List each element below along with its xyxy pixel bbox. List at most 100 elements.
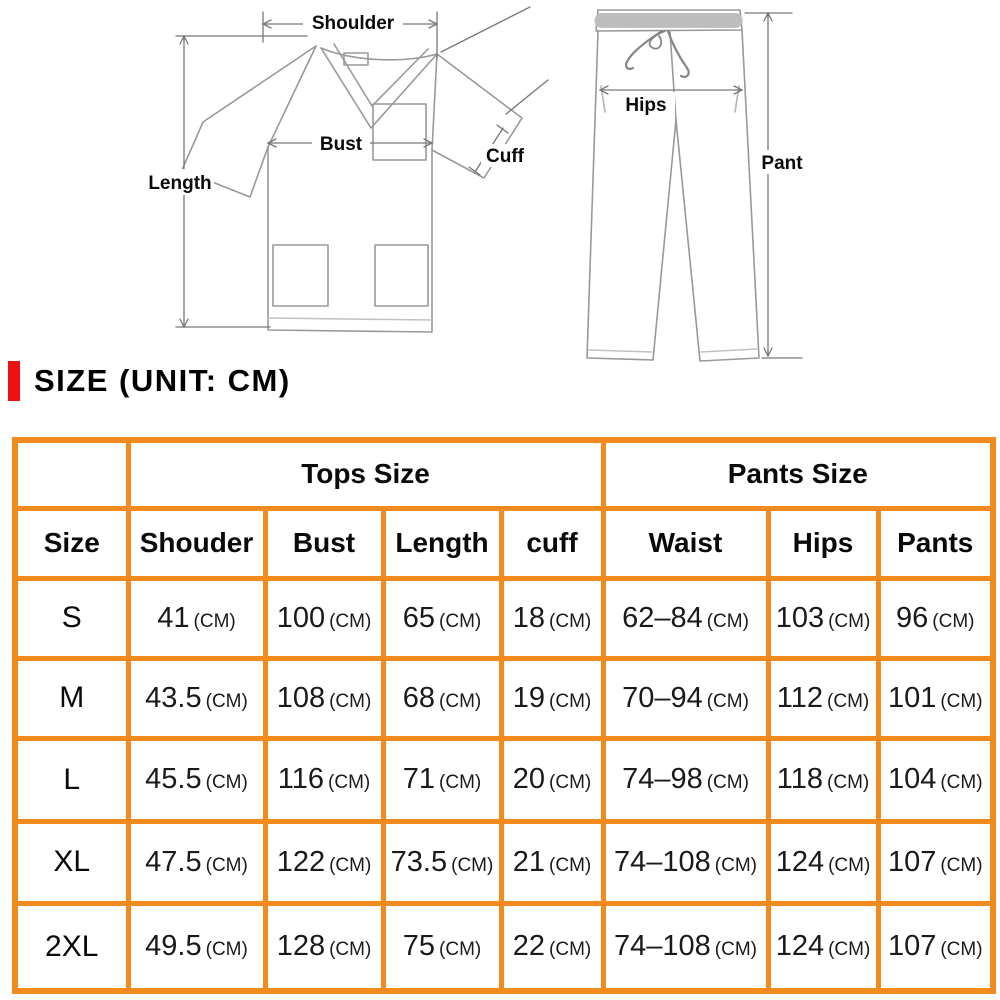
table-row-xl: XL 47.5 (CM) 122 (CM) 73.5 (CM) 21 (CM) 74–108 (CM… [12, 818, 996, 906]
size-cell: L [12, 735, 131, 824]
measurement-unit: (CM) [328, 772, 371, 793]
measurement-value: 103 [775, 601, 825, 634]
measurement-cell: 20 (CM) [498, 735, 606, 824]
measurement-unit: (CM) [451, 854, 494, 876]
measurement-unit: (CM) [549, 772, 592, 793]
measurement-cell: 18 (CM) [498, 575, 606, 661]
measurement-unit: (CM) [828, 610, 871, 632]
measurement-value: 124 [775, 845, 825, 878]
measurement-cell: 107 (CM) [875, 900, 996, 994]
cuff-label: Cuff [486, 146, 525, 167]
measurement-unit: (CM) [932, 610, 975, 632]
measurement-value: 41 [157, 601, 190, 634]
measurement-unit: (CM) [439, 610, 482, 632]
measurement-value: 43.5 [145, 681, 202, 714]
measurement-unit: (CM) [549, 939, 592, 961]
measurement-value: 21 [512, 845, 546, 878]
measurement-value: 128 [276, 930, 326, 963]
size-cell: S [12, 575, 131, 661]
measurement-unit: (CM) [439, 690, 482, 712]
left-bottom-pocket [272, 244, 329, 307]
diagram-labels: Shoulder Bust Length Cuff Hips Pant [146, 11, 807, 195]
measurement-value: 74–108 [614, 930, 711, 963]
measurement-unit: (CM) [706, 690, 749, 712]
right-leg [675, 29, 760, 362]
scrub-top-drawing [181, 43, 523, 333]
column-header-hips: Hips [765, 505, 881, 581]
measurement-unit: (CM) [205, 939, 248, 961]
measurement-unit: (CM) [549, 690, 592, 712]
measurement-value: 96 [896, 601, 929, 634]
size-cell: M [12, 655, 131, 741]
measurement-cell: 108 (CM) [262, 655, 386, 741]
measurement-unit: (CM) [828, 854, 871, 876]
measurement-value: 104 [887, 763, 937, 795]
table-row-2xl: 2XL 49.5 (CM) 128 (CM) 75 (CM) 22 (CM) 74–108 (CM)… [12, 900, 996, 994]
measurement-value: 62–84 [622, 601, 703, 634]
measurement-cell: 65 (CM) [380, 575, 504, 661]
size-cell: 2XL [12, 900, 131, 994]
column-header-shouder: Shouder [125, 505, 268, 581]
measurement-value: 118 [776, 763, 824, 795]
measurement-unit: (CM) [828, 939, 871, 961]
measurement-cell: 41 (CM) [125, 575, 268, 661]
drawstring [625, 29, 690, 78]
measurement-unit: (CM) [439, 772, 482, 793]
measurement-cell: 107 (CM) [875, 818, 996, 906]
pant-label: Pant [761, 153, 803, 174]
measurement-cell: 74–108 (CM) [600, 818, 771, 906]
measurement-cell: 70–94 (CM) [600, 655, 771, 741]
measurement-cell: 104 (CM) [875, 735, 996, 824]
measurement-value: 75 [402, 930, 436, 963]
measurement-unit: (CM) [714, 939, 757, 961]
column-header-cuff: cuff [498, 505, 606, 581]
measurement-value: 107 [887, 845, 937, 878]
measurement-unit: (CM) [827, 690, 870, 712]
measurement-value: 20 [512, 763, 546, 795]
measurement-cell: 49.5 (CM) [125, 900, 268, 994]
measurement-value: 47.5 [145, 845, 202, 878]
measurement-cell: 124 (CM) [765, 900, 881, 994]
measurement-cell: 124 (CM) [765, 818, 881, 906]
measurement-value: 116 [277, 763, 325, 795]
measurement-value: 112 [776, 681, 824, 714]
measurement-unit: (CM) [329, 854, 372, 876]
measurement-cell: 19 (CM) [498, 655, 606, 741]
column-header-waist: Waist [600, 505, 771, 581]
measurement-cell: 71 (CM) [380, 735, 504, 824]
measurement-value: 65 [402, 601, 436, 634]
measurement-unit: (CM) [193, 610, 236, 632]
measurement-cell: 118 (CM) [765, 735, 881, 824]
dimension-lines [175, 6, 803, 359]
measurement-cell: 128 (CM) [262, 900, 386, 994]
measurement-cell: 96 (CM) [875, 575, 996, 661]
measurement-value: 101 [887, 681, 937, 714]
measurement-cell: 43.5 (CM) [125, 655, 268, 741]
column-header-length: Length [380, 505, 504, 581]
length-label: Length [148, 173, 211, 194]
measurement-value: 74–108 [614, 845, 711, 878]
size-table: Tops Size Pants Size Size Shouder Bust Leng… [12, 437, 997, 994]
measurement-value: 68 [402, 681, 436, 714]
measurement-cell: 62–84 (CM) [600, 575, 771, 661]
measurement-unit: (CM) [439, 939, 482, 961]
hips-label: Hips [625, 95, 666, 116]
measurement-cell: 73.5 (CM) [380, 818, 504, 906]
measurement-cell: 74–108 (CM) [600, 900, 771, 994]
v-neck-outline [320, 47, 438, 129]
measurement-value: 122 [276, 845, 326, 878]
table-row-s: S 41 (CM) 100 (CM) 65 (CM) 18 (CM) 62–84 (CM) 103 (C… [12, 575, 996, 661]
measurement-value: 49.5 [145, 930, 202, 963]
measurement-value: 107 [887, 930, 937, 963]
measurement-unit: (CM) [940, 690, 983, 712]
measurement-unit: (CM) [329, 610, 372, 632]
measurement-cell: 21 (CM) [498, 818, 606, 906]
section-heading: SIZE (UNIT: CM) [8, 360, 291, 402]
measurement-unit: (CM) [205, 854, 248, 876]
measurement-value: 108 [276, 681, 326, 714]
column-header-bust: Bust [262, 505, 386, 581]
scrub-pants-drawing [586, 9, 760, 362]
size-cell: XL [12, 818, 131, 906]
garment-diagram: Shoulder Bust Length Cuff Hips Pant [146, 6, 807, 362]
